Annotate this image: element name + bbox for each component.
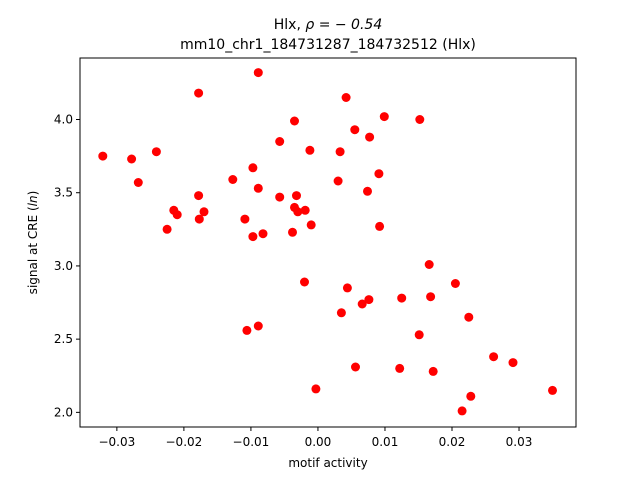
data-point-16: [253, 68, 263, 78]
data-point-55: [464, 312, 474, 322]
data-point-59: [548, 385, 557, 395]
data-point-41: [364, 295, 374, 305]
data-point-57: [489, 352, 499, 362]
y-tick-label: 3.0: [54, 259, 73, 273]
data-point-11: [228, 175, 238, 184]
x-axis-ticks: −0.03 −0.02 −0.01 0.00 0.01 0.02 0.03: [98, 427, 532, 449]
data-point-14: [248, 163, 258, 173]
x-tick-label: −0.01: [233, 435, 270, 449]
data-point-19: [258, 229, 268, 239]
y-tick-label: 2.5: [54, 332, 73, 346]
data-point-40: [363, 186, 372, 196]
y-axis-label: signal at CRE (ln): [26, 191, 40, 295]
data-point-2: [133, 178, 143, 187]
x-tick-label: 0.02: [439, 435, 466, 449]
data-point-26: [293, 207, 303, 217]
data-point-45: [379, 112, 389, 122]
data-point-10: [199, 207, 209, 217]
data-point-46: [395, 363, 405, 373]
data-point-43: [374, 169, 384, 179]
y-tick-label: 2.0: [54, 405, 73, 419]
data-point-17: [253, 183, 263, 193]
data-point-25: [292, 191, 301, 201]
x-axis-label: motif activity: [288, 456, 367, 470]
chart-title-line2: mm10_chr1_184731287_184732512 (Hlx): [180, 37, 476, 53]
data-point-29: [305, 145, 315, 155]
data-point-0: [98, 151, 108, 161]
data-point-23: [290, 116, 299, 126]
chart-title-line1: Hlx, ρ = − 0.54: [274, 17, 382, 33]
data-point-52: [428, 366, 438, 376]
data-point-49: [415, 115, 425, 124]
data-point-35: [341, 93, 351, 102]
data-point-4: [162, 224, 172, 234]
data-point-56: [466, 391, 476, 401]
y-axis-ticks: 2.0 2.5 3.0 3.5 4.0: [54, 113, 80, 419]
data-point-36: [342, 283, 352, 293]
data-point-3: [151, 147, 161, 157]
y-tick-label: 3.5: [54, 186, 73, 200]
data-points: [98, 68, 557, 416]
data-point-38: [351, 362, 360, 372]
x-tick-label: −0.02: [166, 435, 203, 449]
x-tick-label: 0.00: [305, 435, 332, 449]
data-point-48: [414, 330, 424, 340]
data-point-34: [336, 308, 346, 318]
data-point-8: [194, 191, 204, 201]
data-point-13: [242, 325, 252, 335]
data-point-31: [311, 384, 321, 394]
data-point-33: [335, 147, 345, 157]
data-point-39: [357, 299, 367, 309]
y-tick-label: 4.0: [54, 113, 73, 127]
data-point-22: [288, 227, 297, 237]
data-point-9: [194, 214, 204, 224]
data-point-7: [194, 88, 204, 98]
data-point-18: [253, 321, 263, 331]
data-point-28: [300, 205, 310, 215]
data-point-21: [275, 192, 285, 202]
data-point-58: [508, 358, 518, 368]
data-point-50: [424, 260, 434, 269]
x-tick-label: 0.01: [372, 435, 399, 449]
data-point-15: [248, 232, 258, 242]
data-point-20: [275, 137, 285, 146]
data-point-42: [365, 132, 375, 142]
data-point-1: [127, 154, 137, 164]
data-point-6: [172, 210, 182, 220]
x-tick-label: 0.03: [506, 435, 533, 449]
data-point-30: [306, 220, 316, 230]
data-point-44: [375, 221, 385, 231]
x-tick-label: −0.03: [98, 435, 135, 449]
data-point-54: [457, 406, 467, 416]
data-point-53: [450, 279, 460, 288]
data-point-51: [426, 292, 436, 302]
plot-frame: [79, 57, 577, 428]
data-point-27: [300, 277, 309, 287]
data-point-32: [333, 176, 343, 186]
data-point-37: [350, 125, 360, 135]
data-point-47: [397, 293, 407, 303]
data-point-12: [240, 214, 250, 224]
